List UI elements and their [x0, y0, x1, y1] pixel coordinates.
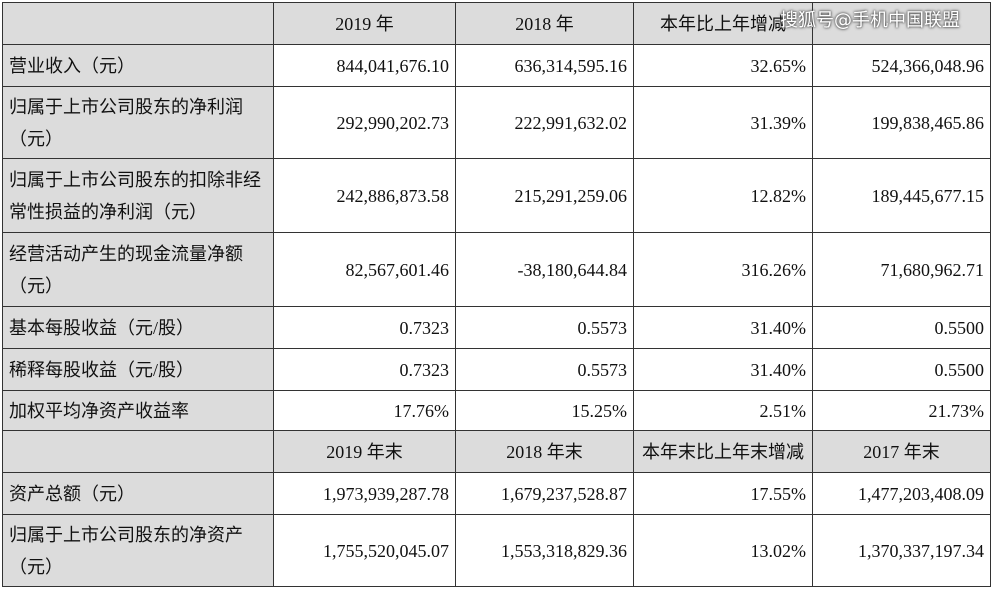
value-cell: 292,990,202.73	[273, 86, 456, 159]
table-row: 归属于上市公司股东的净利润（元） 292,990,202.73 222,991,63…	[2, 86, 991, 159]
row-label: 归属于上市公司股东的净资产（元）	[2, 514, 274, 587]
value-cell: 82,567,601.46	[273, 232, 456, 307]
value-cell: 2.51%	[633, 390, 813, 431]
value-cell: 17.55%	[633, 472, 813, 515]
value-cell: 189,445,677.15	[812, 158, 991, 233]
value-cell: 21.73%	[812, 390, 991, 431]
value-cell: 13.02%	[633, 514, 813, 587]
table-row: 基本每股收益（元/股） 0.7323 0.5573 31.40% 0.5500	[2, 306, 991, 349]
value-cell: 15.25%	[455, 390, 634, 431]
table-row: 2019 年末 2018 年末 本年末比上年末增减 2017 年末	[2, 430, 991, 473]
value-cell: 17.76%	[273, 390, 456, 431]
table-row: 归属于上市公司股东的净资产（元） 1,755,520,045.07 1,553,31…	[2, 514, 991, 587]
table-row: 加权平均净资产收益率 17.76% 15.25% 2.51% 21.73%	[2, 390, 991, 431]
value-cell: 71,680,962.71	[812, 232, 991, 307]
column-header: 2018 年末	[455, 430, 634, 473]
corner-cell	[2, 430, 274, 473]
value-cell: 1,370,337,197.34	[812, 514, 991, 587]
value-cell: 31.40%	[633, 348, 813, 391]
column-header: 2017 年末	[812, 430, 991, 473]
row-label: 营业收入（元）	[2, 44, 274, 87]
value-cell: 1,477,203,408.09	[812, 472, 991, 515]
watermark: 搜狐号@手机中国联盟	[780, 10, 960, 31]
table-row: 2019 年 2018 年本年比上年增减	[2, 2, 991, 45]
value-cell: 0.5573	[455, 306, 634, 349]
row-label: 归属于上市公司股东的扣除非经常性损益的净利润（元）	[2, 158, 274, 233]
value-cell: 0.7323	[273, 348, 456, 391]
table-row: 归属于上市公司股东的扣除非经常性损益的净利润（元） 242,886,873.58 2…	[2, 158, 991, 233]
value-cell: 242,886,873.58	[273, 158, 456, 233]
corner-cell	[2, 2, 274, 45]
value-cell: 1,973,939,287.78	[273, 472, 456, 515]
row-label: 加权平均净资产收益率	[2, 390, 274, 431]
value-cell: 31.40%	[633, 306, 813, 349]
table-row: 资产总额（元） 1,973,939,287.78 1,679,237,528.87 1…	[2, 472, 991, 515]
value-cell: 1,679,237,528.87	[455, 472, 634, 515]
value-cell: -38,180,644.84	[455, 232, 634, 307]
row-label: 基本每股收益（元/股）	[2, 306, 274, 349]
value-cell: 0.5500	[812, 348, 991, 391]
value-cell: 199,838,465.86	[812, 86, 991, 159]
column-header: 本年末比上年末增减	[633, 430, 813, 473]
value-cell: 0.5500	[812, 306, 991, 349]
column-header	[812, 2, 991, 45]
value-cell: 1,755,520,045.07	[273, 514, 456, 587]
value-cell: 524,366,048.96	[812, 44, 991, 87]
value-cell: 0.5573	[455, 348, 634, 391]
value-cell: 636,314,595.16	[455, 44, 634, 87]
value-cell: 12.82%	[633, 158, 813, 233]
row-label: 归属于上市公司股东的净利润（元）	[2, 86, 274, 159]
value-cell: 31.39%	[633, 86, 813, 159]
table-row: 营业收入（元） 844,041,676.10 636,314,595.16 32.65…	[2, 44, 991, 87]
row-label: 经营活动产生的现金流量净额（元）	[2, 232, 274, 307]
value-cell: 222,991,632.02	[455, 86, 634, 159]
value-cell: 1,553,318,829.36	[455, 514, 634, 587]
row-label: 资产总额（元）	[2, 472, 274, 515]
value-cell: 215,291,259.06	[455, 158, 634, 233]
column-header: 2019 年	[273, 2, 456, 45]
column-header: 本年比上年增减	[633, 2, 813, 45]
value-cell: 844,041,676.10	[273, 44, 456, 87]
value-cell: 32.65%	[633, 44, 813, 87]
column-header: 2018 年	[455, 2, 634, 45]
value-cell: 0.7323	[273, 306, 456, 349]
table-row: 经营活动产生的现金流量净额（元） 82,567,601.46 -38,180,644…	[2, 232, 991, 307]
row-label: 稀释每股收益（元/股）	[2, 348, 274, 391]
table-row: 稀释每股收益（元/股） 0.7323 0.5573 31.40% 0.5500	[2, 348, 991, 391]
value-cell: 316.26%	[633, 232, 813, 307]
column-header: 2019 年末	[273, 430, 456, 473]
